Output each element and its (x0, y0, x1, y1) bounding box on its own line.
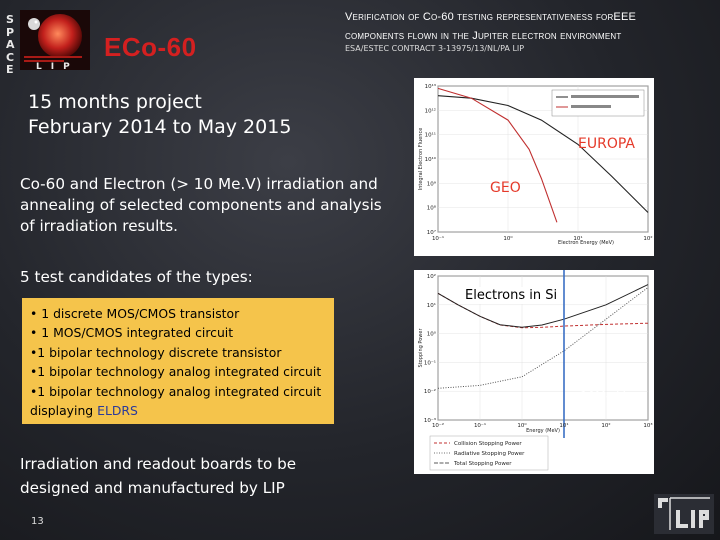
logo-letter: P (6, 25, 15, 39)
x-tick-label: 10⁻¹ (474, 422, 486, 429)
candidates-heading: 5 test candidates of the types: (20, 268, 253, 286)
list-item: •1 bipolar technology analog integrated … (30, 383, 322, 399)
list-item: displaying ELDRS (30, 401, 330, 420)
y-tick-label: 10¹² (425, 107, 436, 114)
y-tick-label: 10⁹ (427, 180, 436, 187)
title-line-1: Verification of Co-60 testing representa… (345, 11, 637, 23)
x-tick-label: 10⁰ (517, 422, 527, 429)
stopping-power-chart: 10⁻² 10⁻¹ 10⁰ 10¹ 10² 10³ 10⁻³10⁻²10⁻¹10⁰10¹1… (414, 270, 654, 474)
y-tick-labels: 10⁻³ 10⁻² 10⁻¹ 10⁰ 10¹ 10² (424, 273, 437, 424)
x-axis-label: Energy (MeV) (526, 428, 560, 434)
x-tick-labels: 10⁻¹ 10⁰ 10¹ 10² (432, 235, 653, 242)
title-line-2: components flown in the Jupiter electron… (345, 30, 622, 42)
y-tick-labels: 10⁷ 10⁸ 10⁹ 10¹⁰ 10¹¹ 10¹² 10¹³ (425, 83, 437, 236)
y-tick-label: 10⁰ (427, 331, 437, 338)
lip-logo-icon (654, 494, 714, 534)
list-item: •1 bipolar technology discrete transisto… (30, 344, 282, 360)
energy-marker-label: 10Me.V (580, 389, 626, 403)
list-item: • 1 discrete MOS/CMOS transistor (30, 306, 240, 321)
y-tick-label: 10⁻³ (424, 417, 436, 424)
candidates-box (22, 298, 334, 424)
y-tick-label: 10¹¹ (425, 132, 436, 139)
series-line (437, 87, 558, 223)
irradiation-description: Co-60 and Electron (> 10 Me.V) irradiati… (20, 175, 382, 235)
project-length: 15 months project (28, 91, 202, 113)
logo-lip-text: LIP (36, 62, 79, 72)
europa-label: EUROPA (578, 136, 635, 152)
legend (551, 89, 645, 117)
x-tick-label: 10⁻² (432, 422, 444, 429)
series-line (437, 284, 649, 328)
x-tick-label: 10⁻¹ (432, 235, 444, 242)
page-number: 13 (31, 516, 44, 527)
x-tick-label: 10² (643, 235, 652, 242)
electron-fluence-chart: 10⁻¹ 10⁰ 10¹ 10² 10⁷10⁸10⁹10¹⁰10¹¹10¹²10¹³ … (414, 78, 654, 256)
x-tick-label: 10¹ (573, 235, 582, 242)
x-tick-label: 10³ (643, 422, 652, 429)
project-dates: February 2014 to May 2015 (28, 116, 292, 138)
y-tick-label: 10¹ (427, 302, 436, 309)
series-lines (437, 87, 649, 223)
geo-label: GEO (490, 180, 521, 196)
space-letters: S P A C E (6, 13, 22, 77)
y-tick-label: 10² (427, 273, 436, 280)
list-item: • 1 MOS/CMOS integrated circuit (30, 325, 234, 341)
y-axis-label: Integral Electron Fluence (418, 128, 424, 191)
y-tick-label: 10⁷ (427, 229, 436, 236)
page-title: Verification of Co-60 testing representa… (345, 8, 720, 46)
sun-planet-logo-icon (20, 10, 90, 70)
logo-letter: A (6, 38, 15, 51)
series-lines (437, 284, 649, 389)
logo-letter: S (6, 13, 14, 26)
y-tick-label: 10¹⁰ (425, 156, 437, 163)
legend-entry: Radiative Stopping Power (454, 451, 525, 457)
y-tick-label: 10⁻¹ (424, 359, 436, 366)
legend: Collision Stopping Power Radiative Stopp… (429, 435, 549, 471)
legend-entry: Total Stopping Power (453, 461, 512, 467)
x-tick-label: 10² (601, 422, 610, 429)
project-duration: 15 months project February 2014 to May 2… (28, 90, 291, 140)
list-item-text: displaying (30, 403, 98, 419)
y-tick-label: 10¹³ (425, 83, 436, 90)
logo-letter: E (6, 63, 14, 76)
x-tick-labels: 10⁻² 10⁻¹ 10⁰ 10¹ 10² 10³ (432, 422, 653, 429)
y-tick-label: 10⁸ (427, 205, 437, 212)
list-item: •1 bipolar technology analog integrated … (30, 364, 322, 380)
electrons-in-si-label: Electrons in Si (462, 287, 561, 304)
x-tick-label: 10¹ (559, 422, 568, 429)
logo-letter: C (6, 50, 15, 64)
boards-description: Irradiation and readout boards to be des… (20, 455, 297, 497)
y-axis-label: Stopping Power (418, 328, 424, 368)
contract-reference: ESA/ESTEC CONTRACT 3-13975/13/NL/PA LIP (345, 44, 525, 53)
x-tick-label: 10⁰ (503, 235, 513, 242)
series-line (437, 287, 649, 389)
y-tick-label: 10⁻² (424, 388, 436, 395)
candidates-list: • 1 discrete MOS/CMOS transistor • 1 MOS… (30, 304, 330, 420)
eldrs-highlight: ELDRS (97, 403, 138, 419)
project-logo-title: ECo-60 (104, 32, 197, 62)
legend-entry: Collision Stopping Power (454, 441, 522, 447)
x-axis-label: Electron Energy (MeV) (558, 240, 614, 246)
